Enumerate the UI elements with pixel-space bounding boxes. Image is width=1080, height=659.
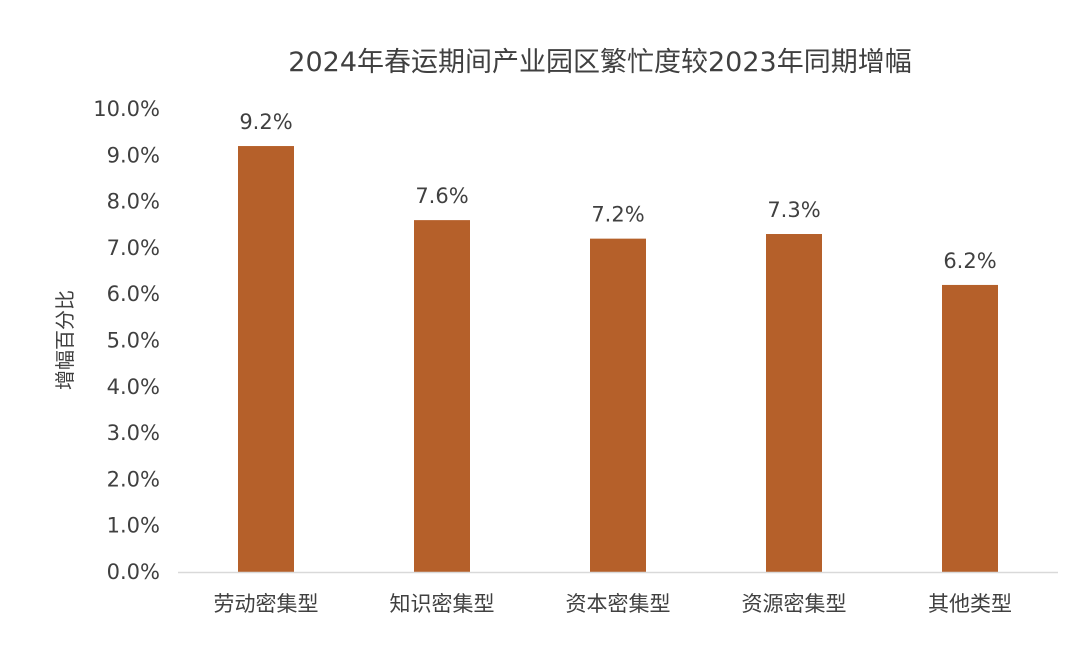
x-tick-label: 知识密集型 [390,592,495,616]
x-tick-label: 资本密集型 [566,592,671,616]
y-tick-label: 5.0% [107,329,160,353]
x-tick-label: 劳动密集型 [214,592,319,616]
y-tick-label: 10.0% [93,97,160,121]
y-tick-label: 2.0% [107,467,160,491]
y-tick-label: 1.0% [107,514,160,538]
y-axis-ticks: 0.0% 1.0% 2.0% 3.0% 4.0% 5.0% 6.0% 7.0% 8.0% 9.0%… [93,97,160,584]
y-tick-label: 6.0% [107,282,160,306]
x-tick-label: 其他类型 [928,592,1012,616]
data-label: 7.6% [415,184,468,208]
data-label: 6.2% [943,249,996,273]
data-label: 7.2% [591,203,644,227]
x-axis-labels: 劳动密集型 知识密集型 资本密集型 资源密集型 其他类型 [214,592,1013,616]
bar [238,146,294,573]
y-tick-label: 8.0% [107,190,160,214]
y-axis-label: 增幅百分比 [53,290,77,390]
y-tick-label: 9.0% [107,143,160,167]
bars [238,146,998,573]
y-tick-label: 3.0% [107,421,160,445]
bar [590,238,646,572]
data-label: 7.3% [767,198,820,222]
y-tick-label: 4.0% [107,375,160,399]
x-tick-label: 资源密集型 [742,592,847,616]
y-tick-label: 7.0% [107,236,160,260]
bar [414,220,470,572]
bar [942,284,998,572]
data-label: 9.2% [239,110,292,134]
data-labels: 9.2% 7.6% 7.2% 7.3% 6.2% [239,110,996,273]
chart-title: 2024年春运期间产业园区繁忙度较2023年同期增幅 [288,47,911,78]
bar [766,234,822,572]
y-tick-label: 0.0% [107,560,160,584]
